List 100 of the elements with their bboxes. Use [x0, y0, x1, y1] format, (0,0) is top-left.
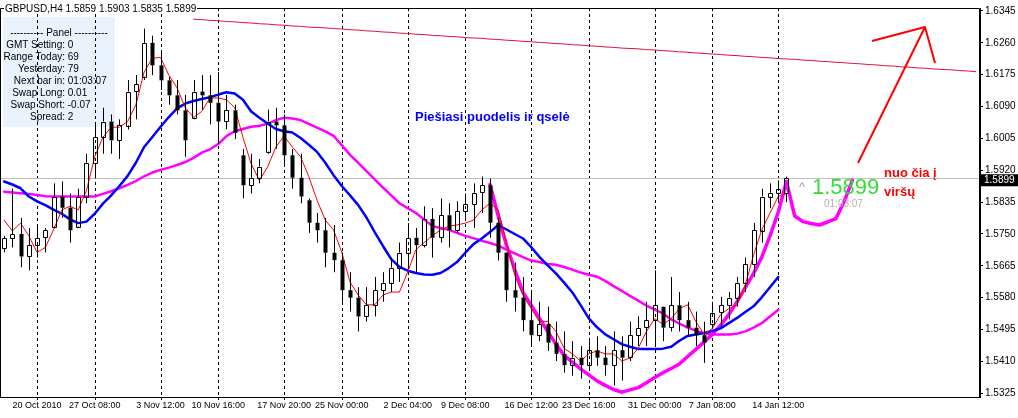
candlestick	[570, 340, 575, 377]
candlestick	[249, 153, 254, 195]
y-tick-label: 1.6345	[985, 4, 1017, 16]
annotation: GMT Setting: 0	[5, 39, 74, 51]
candlestick	[579, 345, 584, 380]
candlestick	[307, 197, 312, 234]
candlestick	[669, 276, 674, 332]
ref-line-label: 1.5899	[984, 173, 1016, 185]
x-tick-label: 20 Oct 2010	[12, 399, 62, 410]
x-tick-label: 27 Oct 08:00	[68, 399, 121, 410]
candlestick	[397, 242, 402, 283]
candlestick	[620, 335, 625, 382]
x-tick-label: 17 Nov 20:00	[257, 399, 311, 410]
chart-title: GBPUSD,H4 1.5859 1.5903 1.5835 1.5899	[4, 3, 198, 14]
candlestick	[257, 158, 262, 184]
y-tick-label: 1.6090	[985, 100, 1017, 112]
y-tick-label: 1.5750	[985, 227, 1017, 239]
annotation: ---------- Panel ----------	[9, 27, 109, 39]
annotation: ^	[799, 179, 806, 194]
candlestick	[381, 271, 386, 303]
annotation: Piešiasi puodelis ir qselė	[415, 109, 570, 124]
x-tick-label: 25 Nov 00:00	[314, 399, 369, 410]
candlestick	[183, 94, 188, 158]
candlestick	[208, 74, 213, 126]
candlestick	[430, 207, 435, 259]
x-tick-label: 9 Dec 08:00	[441, 399, 490, 410]
y-tick-label: 1.6260	[985, 36, 1017, 48]
candlestick	[266, 109, 271, 155]
y-tick-label: 1.5580	[985, 291, 1017, 303]
candlestick	[192, 79, 197, 119]
annotation: Swap Short: -0.07	[9, 99, 91, 111]
candlestick	[76, 188, 81, 228]
candlestick	[43, 227, 48, 253]
candlestick	[389, 257, 394, 293]
candlestick	[480, 176, 485, 214]
candlestick	[546, 306, 551, 352]
candlestick	[644, 301, 649, 347]
candlestick	[752, 222, 757, 278]
candlestick	[126, 79, 131, 130]
candlestick	[68, 193, 73, 244]
candlestick	[60, 181, 65, 219]
candlestick	[19, 217, 24, 268]
y-tick-label: 1.5325	[985, 387, 1017, 398]
candlestick	[241, 148, 246, 199]
candlestick	[496, 217, 501, 262]
candlestick	[175, 79, 180, 115]
candlestick	[332, 224, 337, 273]
candlestick	[233, 104, 238, 140]
candlestick	[455, 200, 460, 234]
candlestick	[52, 182, 57, 228]
candlestick	[472, 182, 477, 229]
candlestick	[677, 291, 682, 332]
annotation: Swap Long: 0.01	[11, 87, 88, 99]
candlestick	[315, 212, 320, 244]
candlestick	[636, 315, 641, 347]
candlestick	[109, 113, 114, 155]
annotation: Range Today: 69	[3, 51, 79, 63]
annotation: Yesterday: 79	[17, 63, 79, 75]
y-tick-label: 1.6175	[985, 68, 1017, 80]
y-tick-label: 1.5920	[985, 164, 1017, 176]
y-tick-label: 1.5835	[985, 195, 1017, 207]
annotation: nuo čia į viršų	[884, 164, 938, 201]
candlestick	[719, 296, 724, 328]
candlestick	[504, 252, 509, 303]
candlestick	[447, 202, 452, 248]
candlestick	[117, 118, 122, 160]
candlestick	[167, 76, 172, 106]
x-tick-label: 14 Jan 12:00	[752, 399, 805, 410]
candlestick	[299, 153, 304, 204]
candlestick	[628, 321, 633, 362]
candlestick	[414, 227, 419, 273]
candlestick	[134, 74, 139, 120]
x-tick-label: 10 Nov 16:00	[191, 399, 246, 410]
x-tick-label: 16 Dec 12:00	[504, 399, 558, 410]
candlestick	[422, 205, 427, 248]
annotation: Next bar in: 01:03:07	[12, 75, 107, 87]
y-tick-label: 1.5410	[985, 355, 1017, 367]
x-tick-label: 2 Dec 04:00	[383, 399, 432, 410]
candlestick	[356, 286, 361, 332]
y-tick-label: 1.5665	[985, 259, 1017, 271]
candlestick	[760, 188, 765, 244]
candlestick	[323, 217, 328, 268]
candlestick	[595, 335, 600, 367]
candlestick	[348, 271, 353, 313]
candlestick	[290, 148, 295, 190]
candlestick	[10, 188, 15, 248]
candlestick	[101, 107, 106, 155]
x-tick-label: 31 Dec 00:00	[627, 399, 682, 410]
candlestick	[562, 330, 567, 374]
candlestick	[364, 286, 369, 323]
annotation: Spread: 2	[28, 111, 74, 123]
x-tick-label: 3 Nov 12:00	[136, 399, 185, 410]
candlestick	[702, 321, 707, 364]
candlestick	[488, 178, 493, 239]
candlestick	[224, 94, 229, 130]
candlestick	[768, 182, 773, 209]
candlestick	[27, 227, 32, 271]
candlestick	[612, 330, 617, 386]
candlestick	[537, 301, 542, 342]
y-tick-label: 1.6005	[985, 132, 1017, 144]
